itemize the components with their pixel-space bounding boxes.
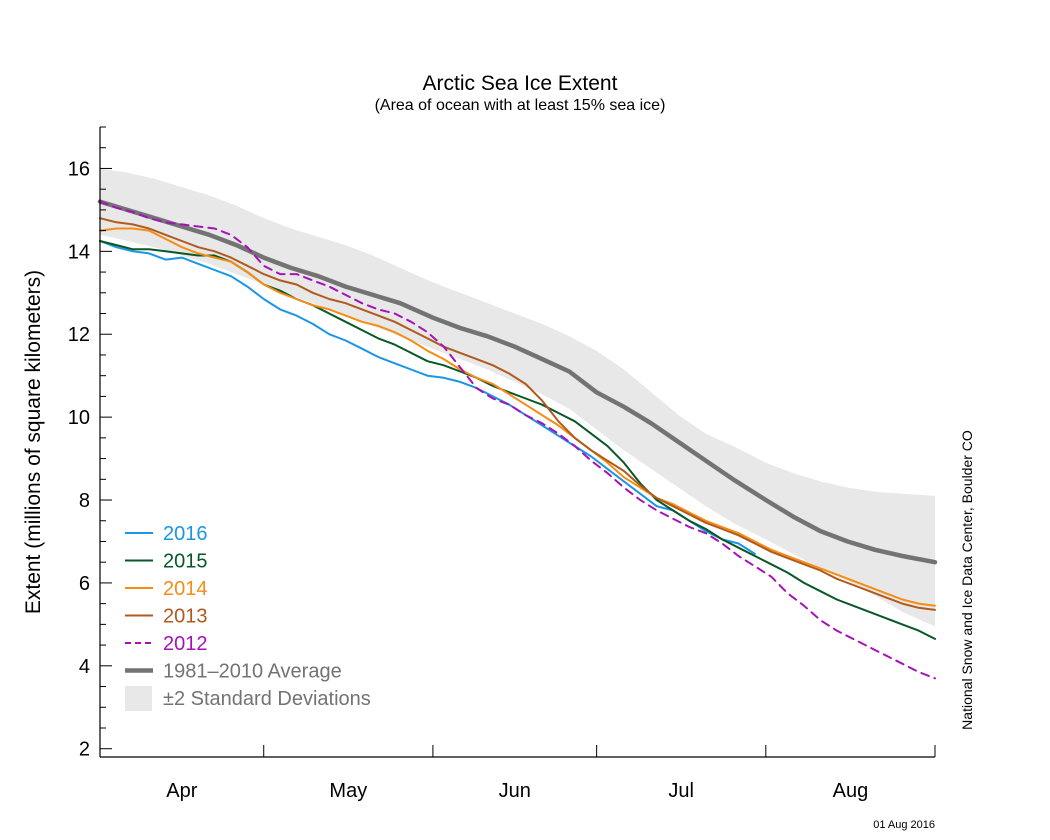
y-tick-label: 10 xyxy=(68,407,90,429)
x-tick-label: Apr xyxy=(166,780,197,802)
series-line-2015 xyxy=(99,240,936,640)
series-line-2016 xyxy=(99,240,756,555)
series-line-2013 xyxy=(99,217,936,611)
y-tick-label: 14 xyxy=(68,241,90,263)
chart-title: Arctic Sea Ice Extent xyxy=(423,72,618,95)
y-tick-label: 8 xyxy=(79,490,90,512)
credit-text: National Snow and Ice Data Center, Bould… xyxy=(959,430,975,730)
series-line-1981-2010-average xyxy=(97,199,938,565)
y-tick-label: 4 xyxy=(79,656,90,678)
axis-layer: 2 4 6 8 10 12 14 16 Apr May Jun Jul Aug xyxy=(68,126,936,802)
y-tick-label: 12 xyxy=(68,324,90,346)
chart-subtitle: (Area of ocean with at least 15% sea ice… xyxy=(375,97,666,114)
legend: 2016 2015 2014 2013 2012 1981–2010 Average ±2 … xyxy=(125,523,371,711)
y-axis-label: Extent (millions of square kilometers) xyxy=(22,270,45,614)
std-dev-band-layer xyxy=(100,168,935,627)
x-tick-label: Jul xyxy=(668,780,694,802)
legend-label: 2012 xyxy=(163,633,208,655)
legend-label: 2013 xyxy=(163,606,208,628)
x-tick-label: Aug xyxy=(833,780,869,802)
y-tick-label: 2 xyxy=(79,739,90,761)
x-tick-label: Jun xyxy=(499,780,531,802)
legend-label: ±2 Standard Deviations xyxy=(163,688,371,710)
legend-label: 1981–2010 Average xyxy=(163,661,342,683)
legend-label: 2015 xyxy=(163,551,208,573)
y-tick-label: 6 xyxy=(79,573,90,595)
series-layer xyxy=(97,199,938,680)
series-line-2012 xyxy=(99,200,936,680)
legend-label: 2014 xyxy=(163,578,208,600)
std-dev-band xyxy=(100,168,935,627)
legend-label: 2016 xyxy=(163,523,208,545)
series-line-2014 xyxy=(99,227,936,607)
date-stamp: 01 Aug 2016 xyxy=(873,819,935,831)
legend-band-swatch xyxy=(125,686,152,711)
x-tick-label: May xyxy=(329,780,367,802)
y-tick-label: 16 xyxy=(68,158,90,180)
